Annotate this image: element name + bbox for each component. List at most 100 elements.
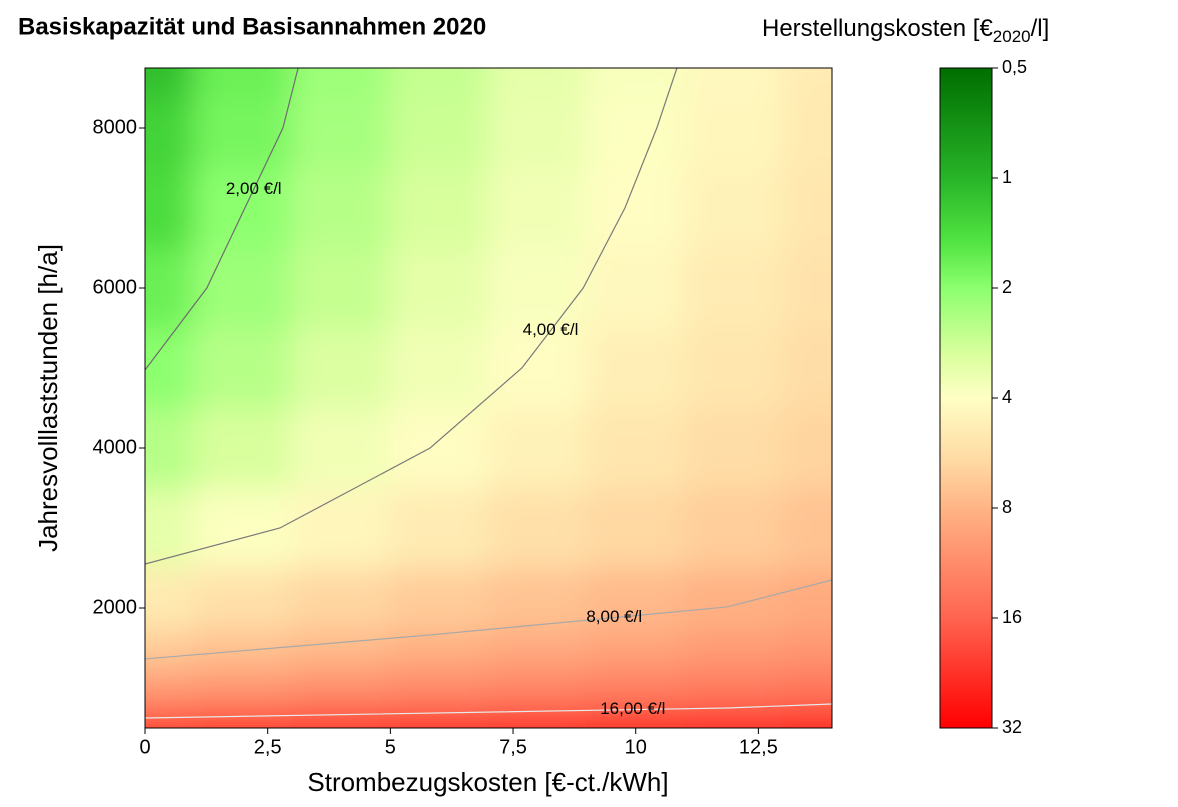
- field-cell: [145, 667, 196, 709]
- field-cell: [291, 487, 392, 569]
- colorbar-tick-label: 16: [1002, 607, 1022, 627]
- field-cell: [291, 247, 392, 329]
- field-cell: [781, 97, 832, 169]
- field-cell: [145, 627, 196, 669]
- field-cell: [389, 247, 490, 329]
- field-cell: [291, 327, 392, 409]
- field-cell: [291, 68, 392, 99]
- x-tick-label: 0: [139, 736, 150, 758]
- colorbar-tick-label: 8: [1002, 497, 1012, 517]
- field-cell: [683, 327, 784, 409]
- field-cell: [193, 487, 294, 569]
- field-cell: [781, 167, 832, 249]
- field-cell: [585, 667, 686, 709]
- contour-line: [145, 579, 832, 660]
- field-cell: [487, 627, 588, 669]
- field: [145, 68, 832, 728]
- field-cell: [193, 97, 294, 169]
- y-axis-label: Jahresvolllaststunden [h/a]: [33, 244, 63, 552]
- field-cell: [291, 567, 392, 629]
- field-cell: [585, 707, 686, 728]
- field-cell: [145, 327, 196, 409]
- x-axis-label: Strombezugskosten [€-ct./kWh]: [307, 767, 668, 797]
- field-cell: [781, 487, 832, 569]
- field-cell: [487, 327, 588, 409]
- field-cell: [781, 407, 832, 489]
- field-cell: [145, 487, 196, 569]
- field-cell: [389, 567, 490, 629]
- field-cell: [291, 707, 392, 728]
- field-cell: [585, 97, 686, 169]
- field-cell: [781, 627, 832, 669]
- x-tick-label: 5: [385, 736, 396, 758]
- contour-line: [145, 68, 678, 565]
- field-cell: [585, 327, 686, 409]
- colorbar: [939, 67, 993, 729]
- field-cell: [781, 707, 832, 728]
- field-cell: [585, 487, 686, 569]
- field-cell: [585, 68, 686, 99]
- field-cell: [389, 68, 490, 99]
- x-tick-label: 10: [625, 736, 647, 758]
- field-cell: [291, 97, 392, 169]
- field-cell: [389, 627, 490, 669]
- field-cell: [389, 667, 490, 709]
- field-cell: [145, 407, 196, 489]
- field-cell: [193, 167, 294, 249]
- field-cell: [683, 487, 784, 569]
- x-tick-label: 2,5: [254, 736, 282, 758]
- field-cell: [193, 407, 294, 489]
- field-cell: [683, 627, 784, 669]
- field-cell: [291, 667, 392, 709]
- contour-label: 16,00 €/l: [600, 699, 665, 718]
- field-cell: [683, 567, 784, 629]
- contour-label: 4,00 €/l: [523, 320, 579, 339]
- field-cell: [683, 247, 784, 329]
- field-cell: [145, 97, 196, 169]
- field-cell: [585, 627, 686, 669]
- field-cell: [145, 167, 196, 249]
- contour-label: 2,00 €/l: [226, 179, 282, 198]
- field-cell: [145, 68, 196, 99]
- y-tick-label: 6000: [93, 276, 138, 298]
- field-cell: [291, 407, 392, 489]
- colorbar-tick-label: 2: [1002, 277, 1012, 297]
- field-cell: [291, 627, 392, 669]
- field-cell: [683, 97, 784, 169]
- field-cell: [585, 247, 686, 329]
- field-cell: [193, 247, 294, 329]
- field-cell: [781, 667, 832, 709]
- y-tick-label: 4000: [93, 436, 138, 458]
- field-cell: [193, 68, 294, 99]
- field-cell: [781, 68, 832, 99]
- field-cell: [291, 167, 392, 249]
- contours: 2,00 €/l 4,00 €/l 8,00 €/l 16,00 €/l: [145, 68, 832, 719]
- field-cell: [585, 407, 686, 489]
- field-cell: [585, 167, 686, 249]
- colorbar-title-sub: 2020: [993, 27, 1031, 46]
- colorbar-tick-label: 1: [1002, 167, 1012, 187]
- field-cell: [487, 68, 588, 99]
- field-cell: [145, 567, 196, 629]
- field-cell: [193, 707, 294, 728]
- field-cell: [683, 707, 784, 728]
- chart-title: Basiskapazität und Basisannahmen 2020: [18, 13, 486, 40]
- field-cell: [487, 567, 588, 629]
- contour-label: 8,00 €/l: [586, 607, 642, 626]
- field-cell: [389, 327, 490, 409]
- field-cell: [487, 407, 588, 489]
- field-cell: [487, 167, 588, 249]
- field-cell: [683, 667, 784, 709]
- field-cell: [193, 327, 294, 409]
- field-cell: [781, 247, 832, 329]
- field-cell: [389, 407, 490, 489]
- field-cell: [683, 68, 784, 99]
- field-cell: [487, 247, 588, 329]
- field-cell: [389, 487, 490, 569]
- field-cell: [389, 97, 490, 169]
- field-cell: [781, 567, 832, 629]
- contour-line: [145, 68, 299, 371]
- plot-area: [145, 68, 832, 728]
